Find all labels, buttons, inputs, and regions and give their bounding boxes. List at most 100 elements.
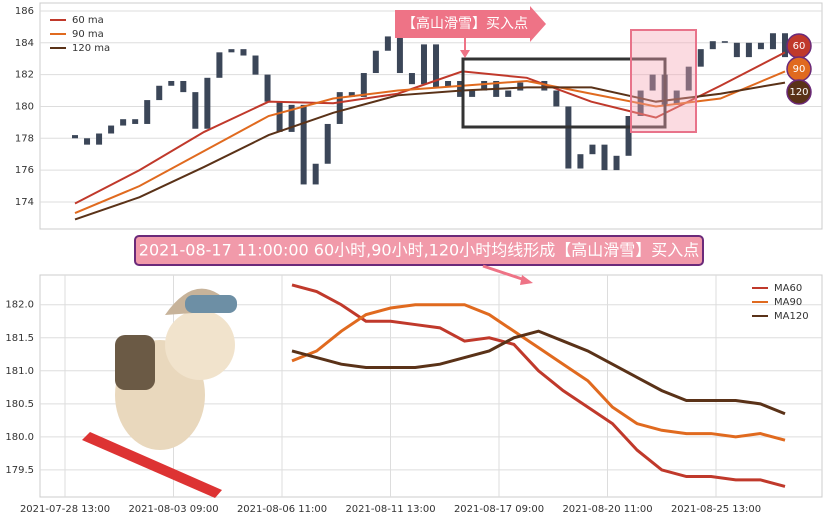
candle xyxy=(396,36,403,74)
candle xyxy=(505,90,512,97)
pointer-head xyxy=(460,50,470,58)
candle xyxy=(649,74,656,91)
candle xyxy=(769,33,776,50)
end-label: 120 xyxy=(789,87,808,98)
y-tick-label: 180.0 xyxy=(5,432,34,443)
y-tick-label: 181.5 xyxy=(5,333,34,344)
dog-head xyxy=(165,310,235,380)
arrow xyxy=(482,264,526,282)
arrow-head xyxy=(520,275,533,285)
candle xyxy=(312,163,319,185)
y-tick-label: 180 xyxy=(15,101,34,112)
legend-label: 90 ma xyxy=(72,29,104,40)
banner-arrow xyxy=(395,6,546,42)
candle xyxy=(541,80,548,91)
candle xyxy=(601,144,608,171)
y-tick-label: 178 xyxy=(15,133,34,144)
candle xyxy=(745,42,752,58)
y-tick-label: 176 xyxy=(15,165,34,176)
x-tick-label: 2021-08-25 13:00 xyxy=(671,504,761,515)
candle xyxy=(96,133,103,145)
title-box xyxy=(134,235,704,266)
y-tick-label: 186 xyxy=(15,6,34,17)
ma-line xyxy=(74,70,786,215)
goggles xyxy=(185,295,237,313)
ma-line xyxy=(74,81,786,221)
candle xyxy=(72,135,78,139)
ma-line xyxy=(291,283,786,488)
candle xyxy=(180,80,187,93)
y-tick-label: 179.5 xyxy=(5,465,34,476)
candle xyxy=(168,80,175,86)
candle xyxy=(324,123,331,164)
candle xyxy=(132,119,139,124)
x-tick-label: 2021-08-17 09:00 xyxy=(454,504,544,515)
candle xyxy=(336,92,343,124)
candle xyxy=(433,44,440,88)
candle xyxy=(408,73,415,85)
candle xyxy=(469,90,476,97)
dog xyxy=(82,288,237,498)
y-tick-label: 182.0 xyxy=(5,300,34,311)
annotation: 【高山滑雪】买入点 xyxy=(402,15,528,32)
candle xyxy=(84,138,91,145)
end-label: 90 xyxy=(793,64,806,75)
x-tick-label: 2021-08-20 11:00 xyxy=(562,504,652,515)
candle xyxy=(360,73,367,97)
ma-line xyxy=(291,329,786,416)
candle xyxy=(673,90,680,105)
x-tick-label: 2021-08-03 09:00 xyxy=(128,504,218,515)
candle xyxy=(625,116,632,156)
candle xyxy=(445,80,452,88)
x-tick-label: 2021-08-06 11:00 xyxy=(237,504,327,515)
candle xyxy=(685,66,692,91)
legend-label: MA90 xyxy=(774,297,802,308)
ma-line xyxy=(74,51,786,205)
candle xyxy=(192,92,199,129)
candle xyxy=(348,92,355,97)
candle xyxy=(384,36,391,51)
candle xyxy=(782,33,788,58)
x-tick-label: 2021-08-11 13:00 xyxy=(345,504,435,515)
candle xyxy=(300,104,307,185)
candle xyxy=(156,85,163,101)
candle xyxy=(577,154,584,169)
legend-label: 60 ma xyxy=(72,15,104,26)
candle xyxy=(757,42,764,50)
candle xyxy=(240,49,247,56)
chart-title: 2021-08-17 11:00:00 60小时,90小时,120小时均线形成【… xyxy=(139,241,699,260)
candle xyxy=(709,41,716,50)
top-plot xyxy=(39,2,823,230)
candle xyxy=(553,90,560,107)
candle xyxy=(264,74,271,102)
candle xyxy=(276,101,283,132)
ma-line xyxy=(291,303,786,442)
x-tick-label: 2021-07-28 13:00 xyxy=(20,504,110,515)
legend-label: MA60 xyxy=(774,283,802,294)
legend-label: 120 ma xyxy=(72,43,110,54)
y-tick-label: 174 xyxy=(15,197,34,208)
y-tick-label: 181.0 xyxy=(5,366,34,377)
y-tick-label: 180.5 xyxy=(5,399,34,410)
end-badge xyxy=(786,79,812,105)
candle xyxy=(565,106,572,169)
candle xyxy=(120,119,127,126)
candle xyxy=(288,104,295,132)
signal-box xyxy=(630,29,697,133)
candle xyxy=(372,50,379,74)
candle xyxy=(144,100,151,124)
candle xyxy=(420,44,427,85)
candle xyxy=(204,77,211,129)
candle xyxy=(228,49,235,53)
legend-label: MA120 xyxy=(774,311,809,322)
candle xyxy=(216,52,223,78)
range-box xyxy=(461,57,667,129)
candle xyxy=(613,155,620,171)
candle xyxy=(721,41,728,43)
y-tick-label: 182 xyxy=(15,70,34,81)
candle xyxy=(697,49,704,67)
candle xyxy=(457,80,464,97)
candle xyxy=(481,80,488,91)
candle xyxy=(517,82,524,91)
